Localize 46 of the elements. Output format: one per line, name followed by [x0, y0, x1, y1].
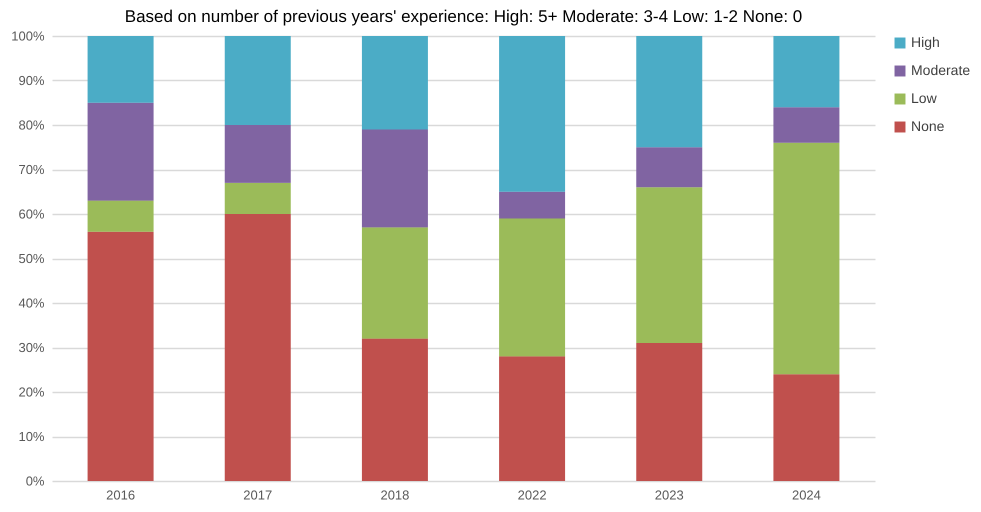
bar: [88, 36, 154, 103]
bar: [636, 147, 702, 188]
y-tick-label: 40%: [18, 296, 45, 310]
x-tick-label: 2016: [106, 488, 136, 502]
bar: [224, 214, 291, 481]
bar: [88, 232, 154, 481]
bar: [773, 374, 840, 481]
bar: [499, 356, 566, 481]
bar: [499, 192, 566, 218]
y-tick-label: 80%: [18, 118, 45, 132]
y-tick-label: 90%: [18, 73, 45, 88]
chart-title: Based on number of previous years' experience: High: 5+ Moderate: 3-4 Low: 1-2 None: 0: [124, 7, 802, 26]
bar: [362, 338, 428, 481]
x-tick-label: 2018: [380, 488, 410, 502]
y-tick-label: 0%: [26, 474, 45, 488]
x-tick-label: 2023: [654, 488, 684, 502]
x-tick-label: 2022: [518, 488, 547, 502]
legend-label: Moderate: [911, 62, 970, 78]
legend-label: High: [911, 34, 940, 50]
x-tick-label: 2017: [243, 488, 272, 502]
bar: [224, 182, 291, 214]
legend-label: None: [911, 118, 945, 134]
y-tick-label: 50%: [18, 251, 45, 266]
bar: [224, 36, 291, 125]
bar: [88, 200, 154, 232]
bar: [636, 36, 702, 148]
bar: [773, 36, 840, 108]
bar: [88, 102, 154, 201]
y-tick-label: 70%: [18, 162, 45, 177]
bar: [499, 36, 566, 192]
bar: [636, 187, 702, 344]
y-tick-label: 30%: [18, 340, 45, 355]
y-tick-label: 100%: [11, 28, 45, 44]
y-tick-label: 20%: [18, 384, 45, 400]
legend-label: Low: [911, 90, 938, 106]
y-tick-label: 60%: [18, 206, 45, 222]
y-tick-label: 10%: [18, 429, 45, 444]
bar: [773, 107, 840, 143]
bar: [362, 36, 428, 130]
bar: [224, 125, 291, 183]
bar: [499, 218, 566, 356]
bar: [636, 343, 702, 481]
bar: [362, 129, 428, 228]
bar: [362, 227, 428, 339]
x-tick-label: 2024: [792, 488, 821, 502]
bar: [773, 142, 840, 374]
